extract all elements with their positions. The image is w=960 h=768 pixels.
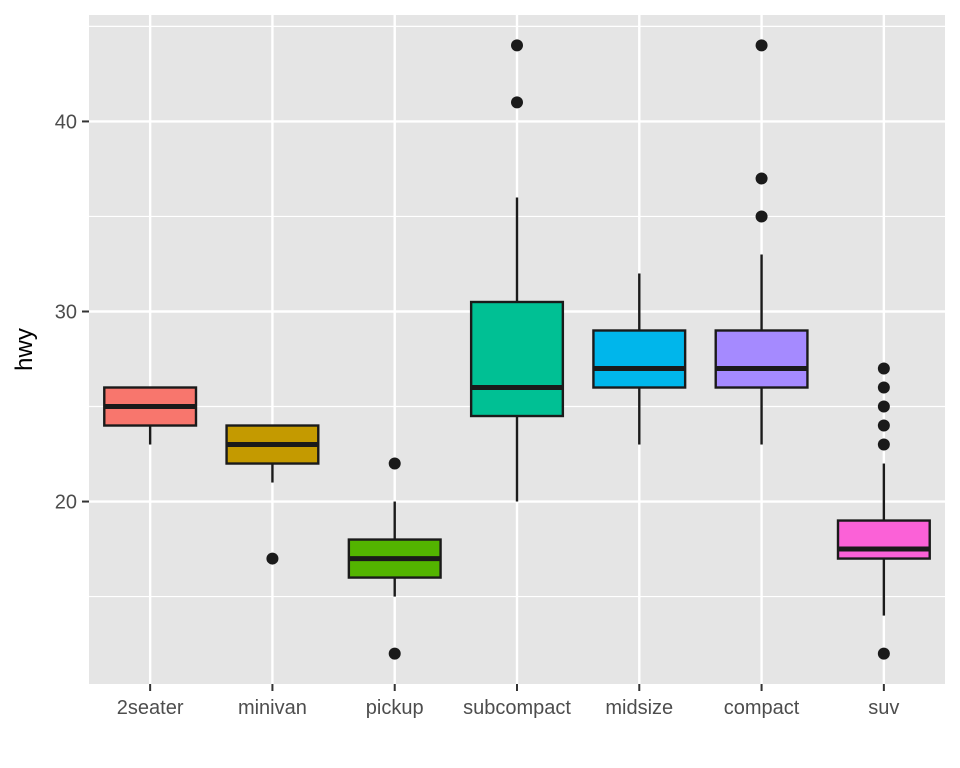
box-iqr [469, 300, 565, 418]
outlier-point [511, 39, 523, 52]
outlier-point [755, 172, 768, 185]
outlier-point [266, 552, 279, 565]
box-group-2seater [103, 386, 198, 445]
y-tick-label: 30 [55, 301, 77, 323]
box-group-minivan [225, 424, 320, 565]
box-iqr [714, 329, 809, 389]
outlier-point [388, 647, 401, 660]
box-iqr [592, 329, 687, 389]
y-axis-title: hwy [11, 328, 38, 371]
x-tick-label: 2seater [117, 697, 184, 719]
x-tick-label: midsize [605, 697, 673, 719]
outlier-point [877, 381, 890, 394]
y-tick-label: 20 [55, 492, 77, 514]
x-tick-label: suv [868, 697, 899, 719]
x-tick-label: subcompact [463, 697, 571, 719]
box-layer [103, 39, 931, 660]
box-group-subcompact [469, 39, 565, 502]
x-tick-label: minivan [238, 697, 307, 719]
outlier-point [511, 96, 523, 109]
box-group-suv [836, 362, 931, 660]
x-tick-label: compact [724, 697, 800, 719]
y-tick-label: 40 [55, 111, 77, 133]
outlier-point [388, 457, 401, 470]
box-iqr [836, 519, 931, 560]
y-axis: 20 30 40 [55, 111, 89, 514]
outlier-point [877, 438, 890, 451]
outlier-point [877, 647, 890, 660]
box-group-pickup [347, 457, 442, 660]
x-tick-label: pickup [366, 697, 424, 719]
x-axis: 2seater minivan pickup subcompact midsize com… [117, 684, 899, 719]
outlier-point [877, 400, 890, 413]
box-group-compact [714, 39, 809, 445]
box-group-midsize [592, 273, 687, 445]
outlier-point [877, 419, 890, 432]
outlier-point [755, 39, 768, 52]
outlier-point [755, 210, 768, 223]
outlier-point [877, 362, 890, 375]
